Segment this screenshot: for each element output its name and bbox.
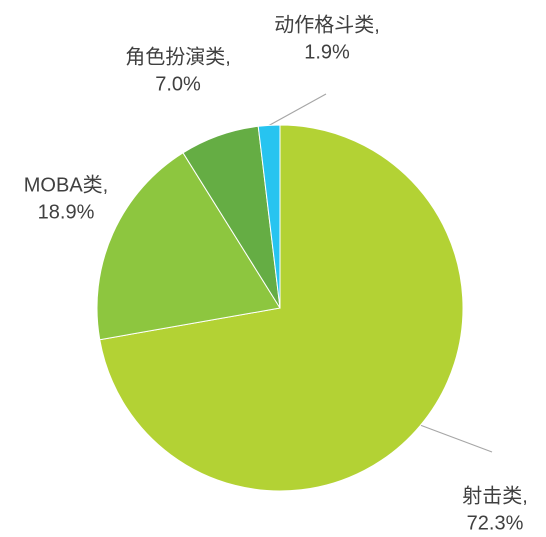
- pie-slice: [257, 124, 281, 309]
- leader-line: [419, 424, 493, 453]
- pie-slice: [99, 124, 464, 492]
- slice-label: 动作格斗类,: [274, 13, 380, 36]
- slice-value-label: 1.9%: [304, 41, 350, 63]
- slice-value-label: 18.9%: [38, 201, 95, 223]
- leader-line: [267, 93, 327, 127]
- pie-slice: [96, 152, 281, 341]
- slice-label: 射击类,: [462, 484, 528, 507]
- slice-value-label: 7.0%: [155, 73, 201, 95]
- slice-value-label: 72.3%: [467, 512, 524, 534]
- slice-label: MOBA类,: [24, 173, 108, 196]
- slice-label: 角色扮演类,: [125, 45, 231, 68]
